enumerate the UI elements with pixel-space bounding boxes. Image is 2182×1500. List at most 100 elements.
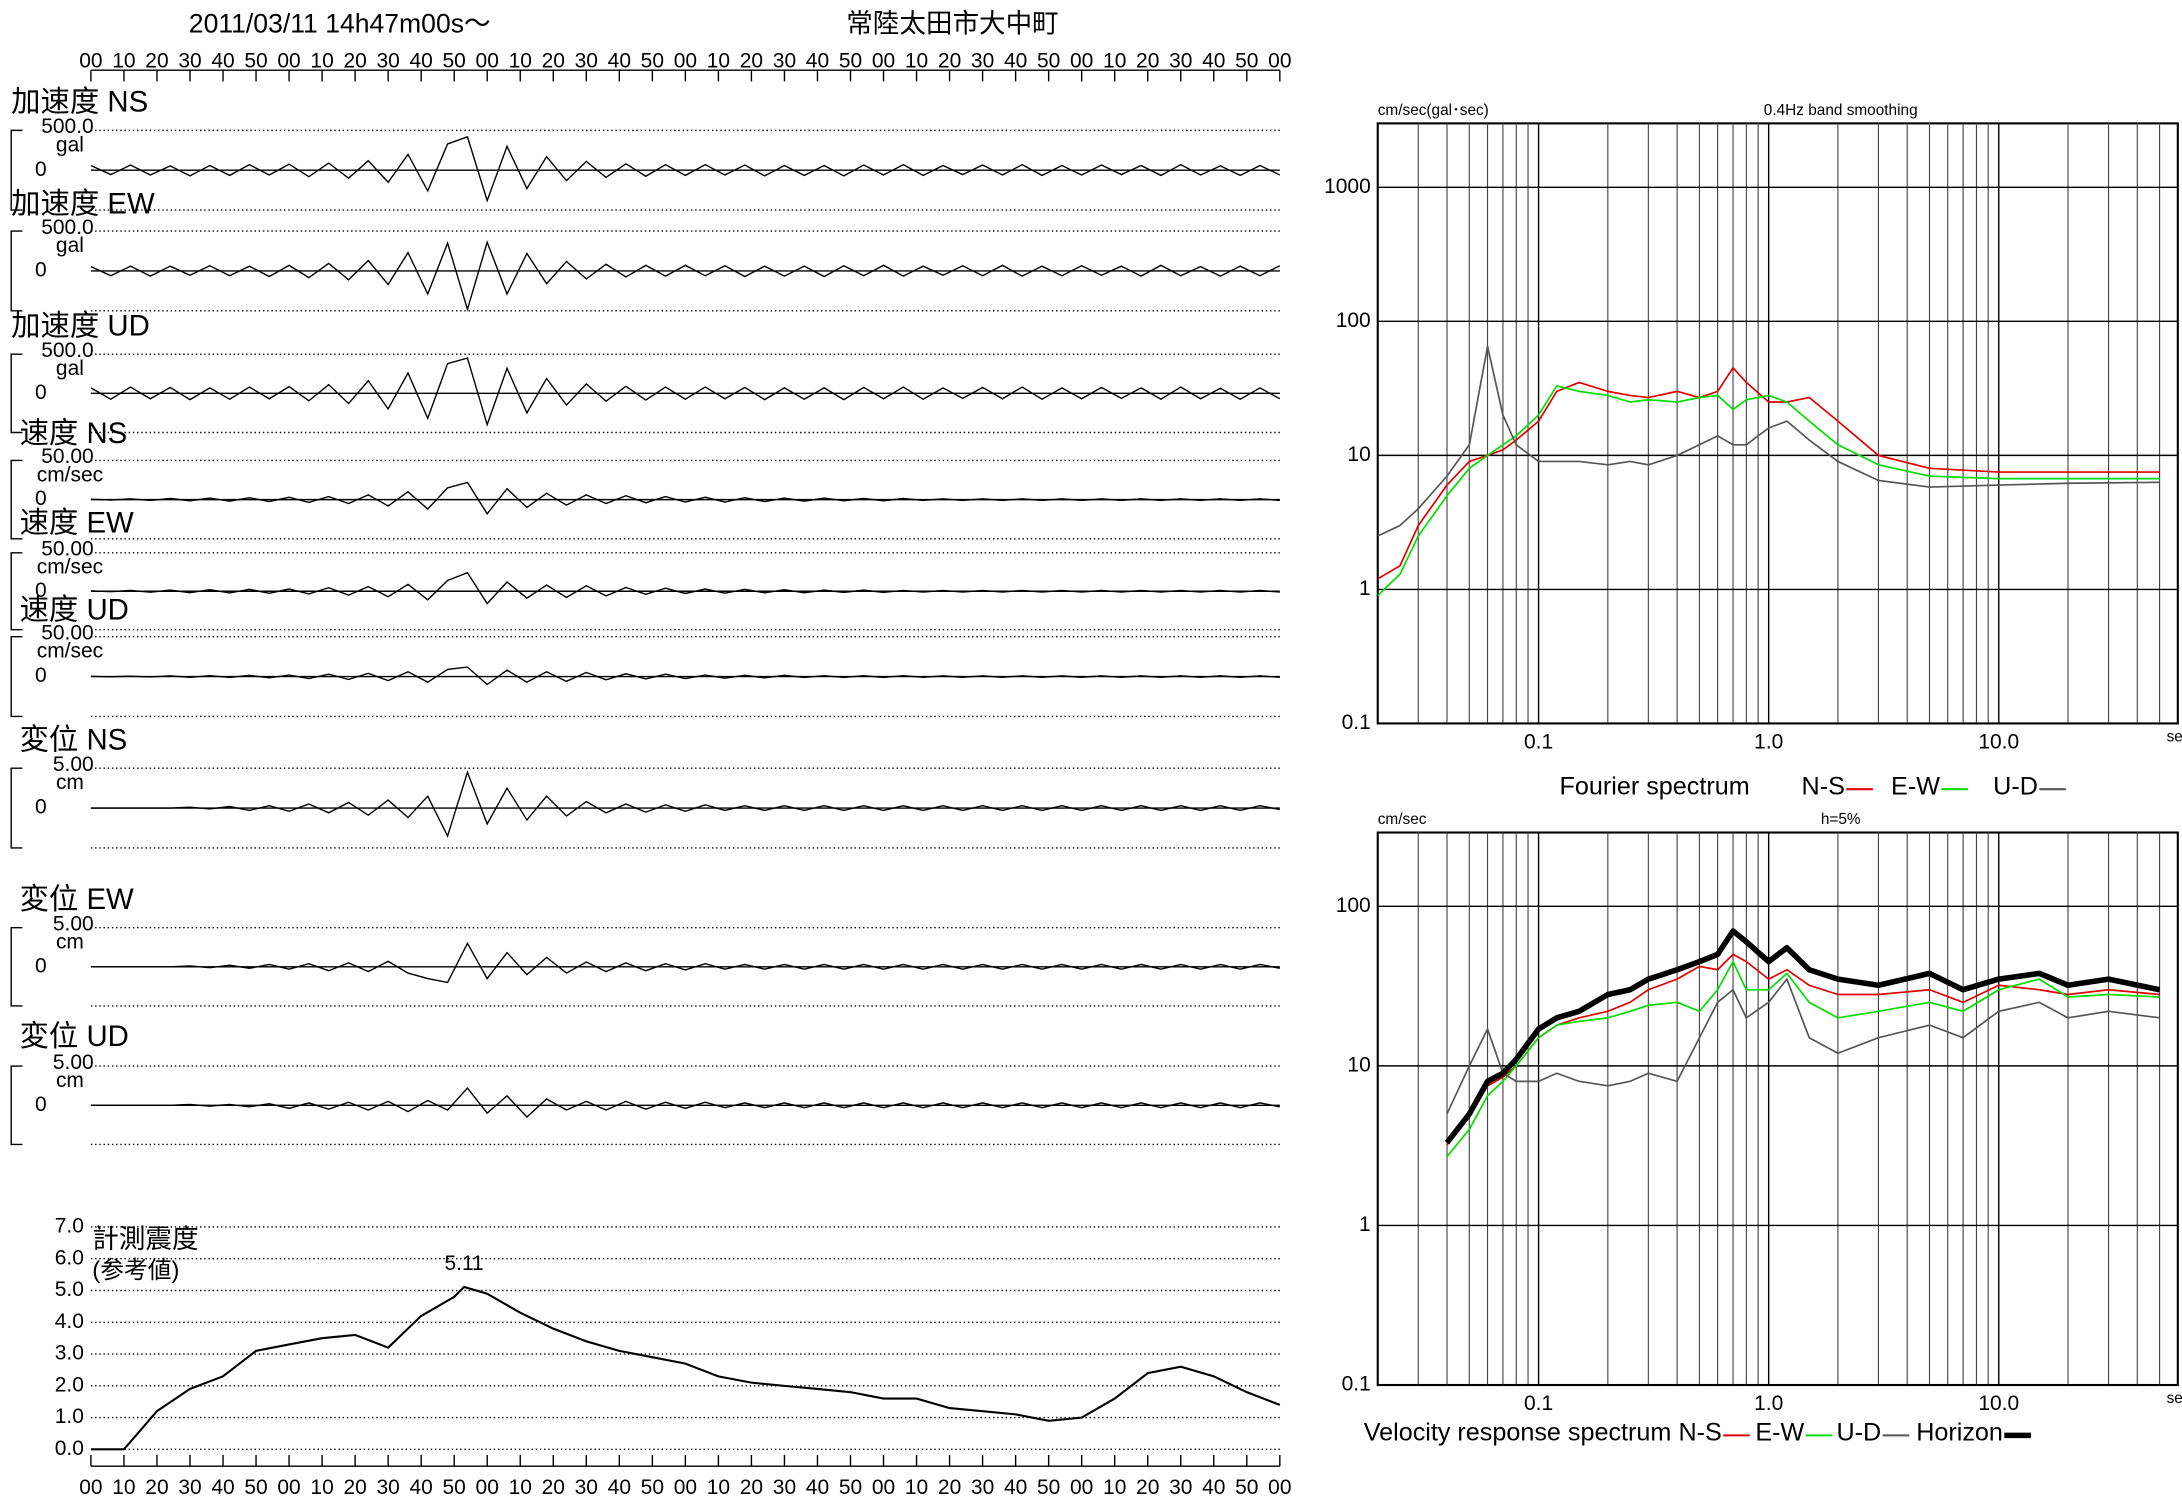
- y-tick-label: 5.00: [53, 1051, 94, 1074]
- time-tick-label: 50: [839, 1476, 862, 1499]
- time-tick-label: 50: [641, 49, 664, 72]
- y-tick-label: 0: [35, 954, 47, 977]
- y-tick-label: 500.0: [41, 216, 93, 239]
- time-tick-label: 30: [1169, 49, 1192, 72]
- trace-unit: cm/sec: [37, 640, 103, 663]
- time-tick-label: 10: [310, 1476, 333, 1499]
- time-tick-label: 10: [112, 1476, 135, 1499]
- trace-label: 加速度 UD: [11, 309, 150, 342]
- y-tick-label: 0: [35, 158, 47, 181]
- y-tick-label: 0: [35, 1093, 47, 1116]
- datetime: 2011/03/11 14h47m00s～: [189, 8, 491, 38]
- time-tick-label: 40: [1202, 49, 1225, 72]
- spectrum-line: [1377, 385, 2160, 597]
- x-tick-label: 10.0: [1978, 731, 2019, 754]
- time-tick-label: 30: [178, 1476, 201, 1499]
- y-tick-label: 1000: [1324, 175, 1371, 198]
- trace-bracket: [10, 129, 23, 211]
- y-tick-label: 1.0: [55, 1405, 84, 1428]
- time-tick-label: 20: [1136, 1476, 1159, 1499]
- x-tick-label: 1.0: [1754, 1392, 1783, 1415]
- time-tick-label: 30: [773, 49, 796, 72]
- subtitle: h=5%: [1821, 811, 1861, 828]
- time-tick-label: 40: [211, 1476, 234, 1499]
- legend-label: Horizon: [1916, 1419, 2003, 1447]
- y-tick-label: 0: [35, 487, 47, 510]
- time-tick-label: 30: [376, 49, 399, 72]
- time-tick-label: 20: [343, 49, 366, 72]
- time-tick-label: 10: [707, 49, 730, 72]
- time-tick-label: 10: [310, 49, 333, 72]
- x-tick-label: 10.0: [1978, 1392, 2019, 1415]
- intensity-title: 計測震度: [92, 1224, 198, 1254]
- y-tick-label: 500.0: [41, 115, 93, 138]
- y-tick-label: 0.1: [1342, 711, 1371, 734]
- annotation: 5.11: [444, 1252, 483, 1275]
- plot-frame: [1376, 122, 2179, 725]
- time-tick-label: 20: [740, 1476, 763, 1499]
- time-tick-label: 20: [740, 49, 763, 72]
- y-tick-label: 5.0: [55, 1278, 84, 1301]
- y-tick-label: 100: [1336, 309, 1371, 332]
- time-tick-label: 50: [1037, 1476, 1060, 1499]
- time-tick-label: 10: [1103, 1476, 1126, 1499]
- time-tick-label: 00: [277, 1476, 300, 1499]
- trace-unit: cm/sec: [37, 556, 103, 579]
- trace-label: 加速度 NS: [11, 86, 148, 119]
- time-tick-label: 20: [542, 1476, 565, 1499]
- trace: [90, 1086, 1280, 1119]
- time-tick-label: 50: [1037, 49, 1060, 72]
- spectrum-line: [1446, 953, 2160, 1146]
- y-tick-label: 0: [35, 579, 47, 602]
- trace: [90, 770, 1280, 838]
- y-tick-label: 0.1: [1342, 1373, 1371, 1396]
- trace-unit: gal: [56, 133, 84, 156]
- time-tick-label: 50: [244, 1476, 267, 1499]
- y-tick-label: 1: [1359, 577, 1371, 600]
- x-tick-label: 0.1: [1524, 731, 1553, 754]
- spectrum-line: [1377, 345, 2160, 537]
- time-tick-label: 50: [244, 49, 267, 72]
- legend-label: U-D: [1993, 772, 2038, 800]
- legend-label: N-S: [1802, 772, 1845, 800]
- time-tick-label: 40: [608, 49, 631, 72]
- time-tick-label: 50: [1235, 49, 1258, 72]
- legend-label: E-W: [1755, 1419, 1804, 1447]
- trace-bracket: [10, 1065, 23, 1146]
- trace-unit: cm: [56, 1069, 84, 1092]
- trace-unit: gal: [56, 234, 84, 257]
- time-tick-label: 00: [79, 49, 102, 72]
- y-tick-label: 10: [1347, 1053, 1370, 1076]
- y-tick-label: 3.0: [55, 1342, 84, 1365]
- spectrum-line: [1377, 367, 2160, 580]
- time-tick-label: 10: [509, 1476, 532, 1499]
- subtitle: 0.4Hz band smoothing: [1764, 102, 1918, 119]
- trace: [90, 571, 1280, 605]
- time-tick-label: 20: [938, 1476, 961, 1499]
- y-tick-label: 5.00: [53, 753, 94, 776]
- time-tick-label: 00: [1268, 1476, 1291, 1499]
- trace-unit: cm: [56, 771, 84, 794]
- y-tick-label: 0.0: [55, 1437, 84, 1460]
- trace-label: 変位 EW: [20, 883, 134, 916]
- y-tick-label: 10: [1347, 443, 1370, 466]
- time-tick-label: 40: [1004, 1476, 1027, 1499]
- time-tick-label: 20: [542, 49, 565, 72]
- y-tick-label: 0: [35, 258, 47, 281]
- x-axis-label: sec: [2167, 1390, 2182, 1407]
- time-tick-label: 00: [476, 1476, 499, 1499]
- time-tick-label: 40: [608, 1476, 631, 1499]
- trace-bracket: [10, 353, 23, 434]
- y-axis-label: cm/sec(gal･sec): [1378, 102, 1489, 119]
- y-tick-label: 0: [35, 381, 47, 404]
- time-tick-label: 50: [443, 49, 466, 72]
- legend-label: N-S: [1678, 1419, 1721, 1447]
- legend-title: Velocity response spectrum: [1364, 1419, 1672, 1447]
- x-tick-label: 0.1: [1524, 1392, 1553, 1415]
- time-tick-label: 40: [806, 1476, 829, 1499]
- time-tick-label: 50: [443, 1476, 466, 1499]
- time-tick-label: 30: [971, 1476, 994, 1499]
- spectrum-line: [1446, 978, 2160, 1115]
- time-tick-label: 00: [277, 49, 300, 72]
- time-tick-label: 20: [343, 1476, 366, 1499]
